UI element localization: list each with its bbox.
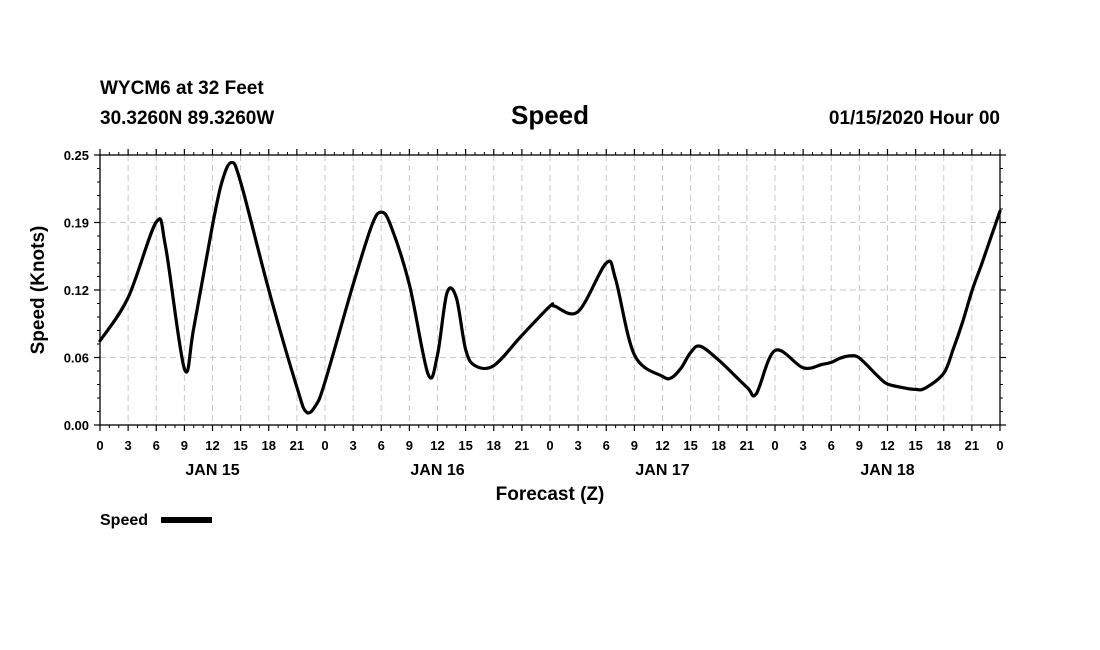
y-axis-label: Speed (Knots) <box>28 226 49 355</box>
x-tick-label: 9 <box>631 438 638 453</box>
x-tick-label: 21 <box>515 438 529 453</box>
x-tick-label: 21 <box>740 438 754 453</box>
x-tick-label: 3 <box>575 438 582 453</box>
station-label: WYCM6 at 32 Feet <box>100 78 264 99</box>
x-tick-label: 12 <box>655 438 669 453</box>
x-tick-label: 0 <box>996 438 1003 453</box>
series-line-speed <box>98 160 1002 415</box>
x-tick-label: 6 <box>153 438 160 453</box>
x-tick-label: 18 <box>712 438 726 453</box>
coordinates-label: 30.3260N 89.3260W <box>100 108 275 129</box>
x-tick-label: 15 <box>683 438 697 453</box>
x-tick-label: 0 <box>96 438 103 453</box>
x-tick-label: 3 <box>125 438 132 453</box>
legend-label-speed: Speed <box>100 512 148 529</box>
x-tick-label: 3 <box>350 438 357 453</box>
grid-lines <box>100 155 1000 425</box>
day-label: JAN 17 <box>635 462 689 479</box>
forecast-timestamp: 01/15/2020 Hour 00 <box>828 108 1000 129</box>
x-tick-label: 0 <box>321 438 328 453</box>
x-tick-label: 0 <box>771 438 778 453</box>
x-tick-label: 12 <box>205 438 219 453</box>
x-tick-label: 12 <box>880 438 894 453</box>
x-tick-label: 6 <box>378 438 385 453</box>
x-tick-label: 6 <box>603 438 610 453</box>
y-tick-label: 0.12 <box>64 283 89 298</box>
x-tick-label: 15 <box>233 438 247 453</box>
x-tick-label: 21 <box>290 438 304 453</box>
day-label: JAN 15 <box>185 462 239 479</box>
x-tick-label: 9 <box>856 438 863 453</box>
x-axis-label: Forecast (Z) <box>496 484 605 505</box>
x-tick-label: 6 <box>828 438 835 453</box>
y-tick-label: 0.25 <box>64 148 89 163</box>
x-tick-label: 12 <box>430 438 444 453</box>
x-tick-label: 9 <box>406 438 413 453</box>
y-axis-tick-labels: 0.00 0.06 0.12 0.19 0.25 <box>64 148 89 433</box>
x-tick-label: 9 <box>181 438 188 453</box>
day-label: JAN 16 <box>410 462 464 479</box>
y-tick-label: 0.00 <box>64 418 89 433</box>
x-tick-label: 18 <box>262 438 276 453</box>
axis-ticks <box>94 149 1006 431</box>
x-tick-label: 15 <box>908 438 922 453</box>
x-tick-label: 18 <box>937 438 951 453</box>
legend-swatch-speed <box>161 517 212 523</box>
y-tick-label: 0.19 <box>64 216 89 231</box>
y-tick-label: 0.06 <box>64 351 89 366</box>
x-tick-label: 0 <box>546 438 553 453</box>
x-tick-label: 18 <box>487 438 501 453</box>
day-labels: JAN 15 JAN 16 JAN 17 JAN 18 <box>185 462 914 479</box>
x-tick-label: 21 <box>965 438 979 453</box>
chart-title: Speed <box>510 100 590 130</box>
x-tick-label: 3 <box>800 438 807 453</box>
x-tick-label: 15 <box>458 438 472 453</box>
x-axis-tick-labels: 0 3 6 9 12 15 18 21 0 3 6 9 12 15 18 21 0 3 6 9 12 15 18 21 0 3 6 9… <box>96 438 1003 453</box>
day-label: JAN 18 <box>860 462 914 479</box>
